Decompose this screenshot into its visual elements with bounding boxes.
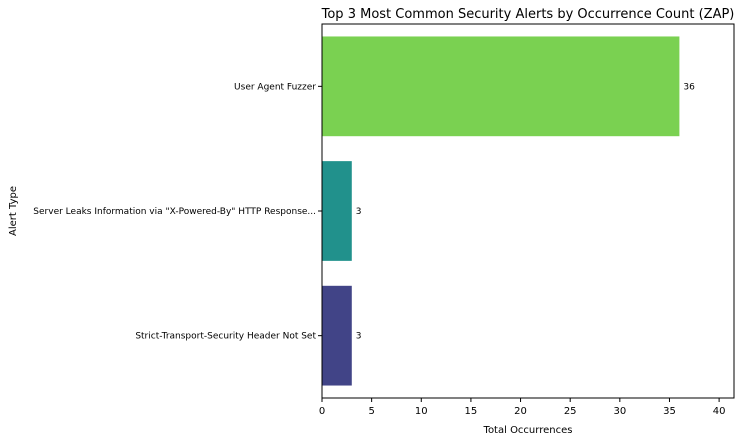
x-tick-label-10: 10 <box>415 406 428 417</box>
x-axis-label: Total Occurrences <box>483 425 573 436</box>
chart-title: Top 3 Most Common Security Alerts by Occ… <box>321 7 735 22</box>
y-tick-label-1: User Agent Fuzzer <box>234 82 316 92</box>
bar-3 <box>322 285 352 386</box>
x-tick-label-15: 15 <box>465 406 478 417</box>
y-axis-label: Alert Type <box>8 186 19 236</box>
axes-frame <box>321 23 735 399</box>
x-tick-label-35: 35 <box>663 406 676 417</box>
plot-area: 36 User Agent Fuzzer 3 Server Leaks Informa… <box>33 23 735 417</box>
data-label-2: 3 <box>356 207 362 217</box>
y-tick-label-3: Strict-Transport-Security Header Not Set <box>135 332 316 342</box>
bar-2 <box>322 161 352 261</box>
data-label-1: 36 <box>683 82 695 92</box>
x-tick-label-5: 5 <box>368 406 374 417</box>
x-tick-label-40: 40 <box>713 406 726 417</box>
x-tick-label-25: 25 <box>564 406 577 417</box>
x-tick-label-20: 20 <box>514 406 527 417</box>
y-tick-label-2: Server Leaks Information via "X-Powered-… <box>33 207 316 217</box>
data-label-3: 3 <box>356 332 362 342</box>
bar-1 <box>322 36 680 137</box>
x-tick-label-30: 30 <box>613 406 626 417</box>
x-tick-label-0: 0 <box>319 406 325 417</box>
